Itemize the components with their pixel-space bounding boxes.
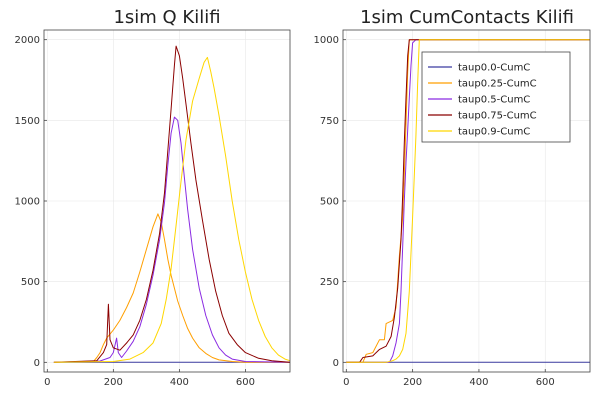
series-line-1 [53,213,290,363]
y-tick-label: 250 [320,277,339,288]
x-tick-label: 600 [536,377,555,388]
x-tick-label: 400 [469,377,488,388]
series-line-2 [53,116,291,363]
tick-labels: 0 200 400 600 0 250 500 750 1000 [314,35,555,388]
x-tick-label: 400 [170,377,189,388]
y-tick-label: 1000 [314,35,339,46]
legend-label: taup0.9-CumC [458,127,530,138]
q-kilifi-panel: 1sim Q Kilifi 0 200 400 600 0 500 1000 1500 2000 [15,7,291,388]
y-tick-label: 0 [333,358,339,369]
legend-label: taup0.75-CumC [458,111,537,122]
y-tick-label: 1500 [15,116,40,127]
x-tick-label: 600 [236,377,255,388]
series-line-3 [53,45,291,363]
series-line-4 [346,39,590,363]
cumcontacts-kilifi-panel: 1sim CumContacts Kilifi 0 200 400 600 0 250 50… [314,7,591,388]
legend-label: taup0.0-CumC [458,63,530,74]
x-tick-label: 0 [44,377,50,388]
legend-label: taup0.5-CumC [458,95,530,106]
series-layer [346,39,590,363]
chart-title: 1sim CumContacts Kilifi [360,7,574,28]
series-layer [53,45,291,363]
y-tick-label: 500 [320,197,339,208]
y-tick-label: 1000 [15,197,40,208]
x-tick-label: 200 [104,377,123,388]
x-tick-label: 0 [343,377,349,388]
y-tick-label: 500 [21,277,40,288]
grid [44,30,290,372]
x-tick-label: 200 [403,377,422,388]
y-tick-label: 0 [34,358,40,369]
legend: taup0.0-CumC taup0.25-CumC taup0.5-CumC tau… [421,51,571,143]
y-tick-label: 750 [320,116,339,127]
series-line-4 [53,56,291,363]
chart-title: 1sim Q Kilifi [113,7,220,28]
tick-labels: 0 200 400 600 0 500 1000 1500 2000 [15,35,255,388]
legend-label: taup0.25-CumC [458,79,537,90]
series-line-3 [346,39,590,363]
y-tick-label: 2000 [15,35,40,46]
series-line-2 [346,39,590,363]
